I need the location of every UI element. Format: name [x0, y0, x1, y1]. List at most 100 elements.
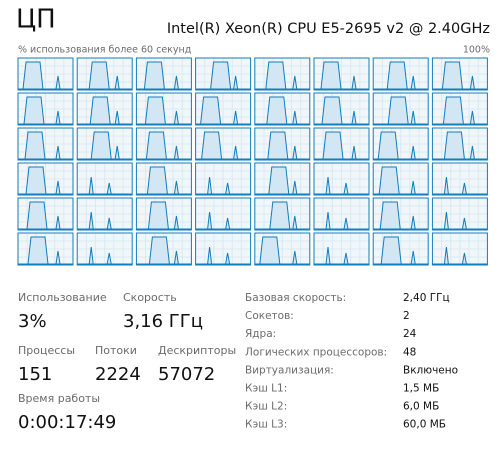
graph-area — [195, 61, 251, 90]
graph-border — [313, 162, 370, 196]
graph-area — [77, 96, 133, 125]
graph-area — [136, 61, 192, 90]
cpu-name: Intel(R) Xeon(R) CPU E5-2695 v2 @ 2.40GH… — [167, 21, 490, 37]
detail-label: Сокетов: — [245, 310, 294, 322]
graph-border — [76, 232, 133, 266]
detail-label: Кэш L2: — [245, 401, 287, 413]
stat-label: Процессы — [18, 344, 75, 357]
graph-area — [77, 211, 133, 230]
graph-area — [432, 61, 488, 90]
graph-area — [432, 176, 488, 195]
graph-border — [431, 197, 488, 231]
graph-border — [135, 232, 192, 266]
graph-area — [254, 131, 310, 160]
graph-border — [431, 57, 488, 91]
graph-border — [135, 162, 192, 196]
graph-border — [372, 232, 429, 266]
graph-area — [314, 96, 369, 125]
graph-border — [135, 57, 192, 91]
graph-area — [18, 166, 73, 195]
graph-border — [254, 127, 311, 161]
detail-value: 2,40 ГГц — [403, 292, 450, 304]
graph-border — [17, 92, 74, 126]
detail-value: 24 — [403, 328, 417, 340]
graph-border — [76, 92, 133, 126]
graph-area — [373, 236, 429, 265]
graph-border — [372, 92, 429, 126]
graph-border — [254, 232, 311, 266]
graph-area — [195, 131, 251, 160]
graph-border — [254, 92, 311, 126]
detail-value: 60,0 МБ — [403, 419, 446, 431]
graph-border — [135, 127, 192, 161]
graph-border — [195, 232, 252, 266]
graph-border — [372, 162, 429, 196]
graph-border — [254, 162, 311, 196]
graph-area — [314, 131, 369, 160]
graph-area — [373, 96, 429, 125]
graph-area — [254, 201, 310, 230]
graph-area — [77, 61, 133, 90]
graph-border — [372, 57, 429, 91]
stat-label: Время работы — [18, 392, 100, 405]
stat-value: 0:00:17:49 — [18, 412, 116, 433]
graph-area — [373, 166, 429, 195]
graph-border — [431, 232, 488, 266]
graph-area — [18, 61, 73, 90]
graph-area — [432, 211, 488, 230]
graph-border — [372, 197, 429, 231]
graph-border — [76, 162, 133, 196]
graph-area — [136, 131, 192, 160]
graph-area — [373, 131, 429, 160]
detail-value: 1,5 МБ — [403, 383, 439, 395]
detail-value: 48 — [403, 346, 416, 358]
graph-area — [136, 166, 192, 195]
graph-border — [76, 197, 133, 231]
graph-area — [314, 246, 369, 265]
graph-border — [195, 162, 252, 196]
graph-area — [195, 246, 251, 265]
graph-area — [18, 236, 73, 265]
stat-value: 3% — [18, 311, 47, 332]
stat-label: Дескрипторы — [158, 344, 236, 357]
detail-label: Кэш L1: — [245, 383, 287, 395]
detail-label: Базовая скорость: — [245, 292, 346, 304]
graph-border — [195, 197, 252, 231]
graph-border — [313, 57, 370, 91]
graph-border — [195, 92, 252, 126]
graph-caption: % использования более 60 секунд — [18, 45, 192, 56]
graph-area — [432, 96, 488, 125]
graph-area — [18, 201, 73, 230]
graph-border — [17, 232, 74, 266]
graph-border — [313, 92, 370, 126]
graph-border — [76, 127, 133, 161]
graph-border — [254, 197, 311, 231]
graph-area — [18, 131, 73, 160]
graph-max: 100% — [463, 45, 490, 56]
graph-border — [17, 197, 74, 231]
detail-label: Ядра: — [245, 328, 276, 340]
graph-border — [372, 127, 429, 161]
graph-border — [135, 197, 192, 231]
graph-area — [136, 236, 192, 265]
graph-area — [373, 201, 429, 230]
graph-border — [431, 127, 488, 161]
graph-area — [77, 131, 133, 160]
graph-border — [195, 127, 252, 161]
graph-area — [136, 201, 192, 230]
stat-value: 2224 — [95, 364, 141, 385]
graph-area — [314, 211, 369, 230]
graph-area — [136, 96, 192, 125]
graph-border — [431, 162, 488, 196]
title: ЦП — [16, 5, 56, 35]
graph-border — [254, 57, 311, 91]
stat-label: Скорость — [123, 291, 177, 304]
detail-value: 2 — [403, 310, 410, 322]
graph-border — [313, 127, 370, 161]
graph-area — [195, 176, 251, 195]
graph-border — [431, 92, 488, 126]
detail-label: Виртуализация: — [245, 364, 334, 376]
graph-border — [17, 162, 74, 196]
detail-label: Логических процессоров: — [245, 346, 387, 358]
